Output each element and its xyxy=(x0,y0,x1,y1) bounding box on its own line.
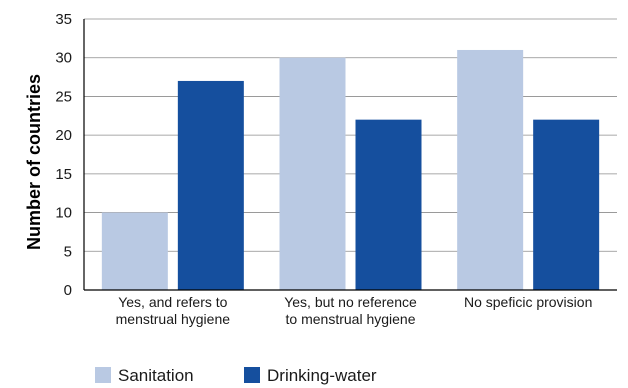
x-category-label: Yes, and refers to xyxy=(118,294,227,310)
bar-sanitation xyxy=(279,57,346,290)
y-tick-label: 15 xyxy=(55,166,72,183)
bar-drinking-water xyxy=(355,119,422,291)
bar-sanitation xyxy=(101,212,168,290)
y-tick-label: 35 xyxy=(55,11,72,28)
bar-sanitation xyxy=(457,49,524,290)
gridlines xyxy=(84,18,617,252)
bars xyxy=(101,49,600,291)
y-tick-label: 10 xyxy=(55,205,72,222)
bar-drinking-water xyxy=(533,119,600,291)
y-axis-title: Number of countries xyxy=(24,74,44,250)
bar-drinking-water xyxy=(177,80,244,290)
legend: Sanitation Drinking-water xyxy=(95,366,377,385)
y-tick-label: 25 xyxy=(55,88,72,105)
y-tick-label: 30 xyxy=(55,50,72,67)
y-tick-label: 5 xyxy=(64,243,72,260)
legend-swatch xyxy=(244,367,260,383)
x-category-label: Yes, but no reference xyxy=(284,294,417,310)
y-tick-label: 20 xyxy=(55,127,72,144)
x-category-label: to menstrual hygiene xyxy=(286,311,416,327)
legend-label: Sanitation xyxy=(118,366,194,385)
y-axis-ticks: 0 5 10 15 20 25 30 35 xyxy=(55,11,72,299)
legend-swatch xyxy=(95,367,111,383)
legend-label: Drinking-water xyxy=(267,366,377,385)
x-category-label: No speficic provision xyxy=(464,294,592,310)
y-tick-label: 0 xyxy=(64,282,72,299)
x-category-label: menstrual hygiene xyxy=(116,311,231,327)
